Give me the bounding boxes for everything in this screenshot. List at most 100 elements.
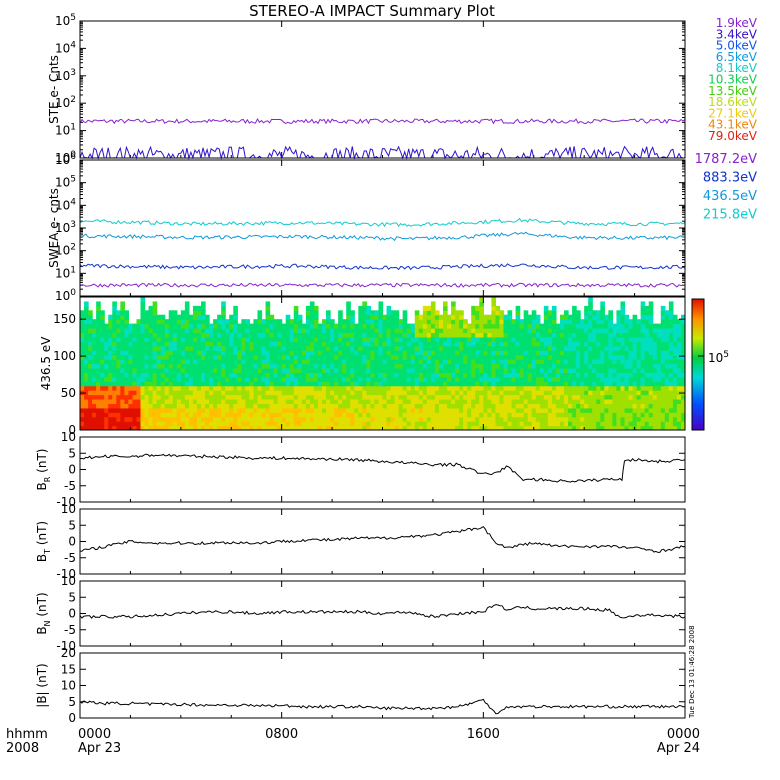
heatmap-cell xyxy=(370,319,376,325)
heatmap-cell xyxy=(475,372,480,378)
heatmap-cell xyxy=(253,367,259,373)
heatmap-cell xyxy=(491,332,497,338)
heatmap-cell xyxy=(551,425,557,430)
heatmap-cell xyxy=(265,323,271,329)
heatmap-cell xyxy=(398,345,404,351)
heatmap-cell xyxy=(322,323,327,329)
heatmap-cell xyxy=(426,359,432,365)
heatmap-cell xyxy=(624,314,630,320)
heatmap-cell xyxy=(495,310,501,316)
heatmap-cell xyxy=(543,394,549,400)
heatmap-cell xyxy=(273,425,279,430)
heatmap-cell xyxy=(366,425,371,430)
heatmap-cell xyxy=(668,390,674,396)
heatmap-cell xyxy=(192,323,198,329)
heatmap-cell xyxy=(249,398,255,404)
heatmap-cell xyxy=(483,336,488,342)
heatmap-cell xyxy=(564,310,569,316)
heatmap-cell xyxy=(346,425,351,430)
heatmap-cell xyxy=(237,336,242,342)
heatmap-cell xyxy=(426,398,432,404)
heatmap-cell xyxy=(104,376,109,382)
heatmap-cell xyxy=(168,359,174,365)
heatmap-cell xyxy=(334,341,339,347)
heatmap-cell xyxy=(172,359,178,365)
heatmap-cell xyxy=(398,394,404,400)
heatmap-cell xyxy=(422,425,428,430)
heatmap-cell xyxy=(479,421,484,427)
heatmap-cell xyxy=(192,363,198,369)
heatmap-cell xyxy=(414,394,420,400)
heatmap-cell xyxy=(366,305,371,311)
heatmap-cell xyxy=(265,398,271,404)
heatmap-cell xyxy=(660,341,666,347)
heatmap-cell xyxy=(120,385,125,391)
heatmap-cell xyxy=(313,381,319,387)
heatmap-cell xyxy=(559,336,565,342)
heatmap-cell xyxy=(201,381,206,387)
heatmap-cell xyxy=(225,345,230,351)
heatmap-cell xyxy=(576,403,581,409)
heatmap-cell xyxy=(572,385,577,391)
heatmap-cell xyxy=(624,363,630,369)
heatmap-cell xyxy=(580,332,585,338)
heatmap-cell xyxy=(551,332,557,338)
heatmap-cell xyxy=(96,421,101,427)
heatmap-cell xyxy=(253,336,259,342)
heatmap-cell xyxy=(124,421,129,427)
heatmap-cell xyxy=(184,398,190,404)
heatmap-cell xyxy=(608,421,613,427)
y-tick-label: 0 xyxy=(68,607,76,621)
heatmap-cell xyxy=(620,425,626,430)
heatmap-cell xyxy=(547,354,553,360)
heatmap-cell xyxy=(297,323,303,329)
heatmap-cell xyxy=(362,385,367,391)
heatmap-cell xyxy=(652,354,658,360)
heatmap-cell xyxy=(253,407,259,413)
heatmap-cell xyxy=(305,381,311,387)
heatmap-cell xyxy=(447,336,452,342)
heatmap-cell xyxy=(108,332,113,338)
heatmap-cell xyxy=(543,350,549,356)
heatmap-cell xyxy=(88,314,93,320)
heatmap-cell xyxy=(293,336,299,342)
heatmap-cell xyxy=(555,350,561,356)
heatmap-cell xyxy=(390,341,396,347)
heatmap-cell xyxy=(205,398,210,404)
heatmap-cell xyxy=(539,323,545,329)
heatmap-cell xyxy=(644,310,650,316)
heatmap-cell xyxy=(269,412,275,418)
heatmap-cell xyxy=(245,372,250,378)
heatmap-cell xyxy=(342,367,347,373)
heatmap-cell xyxy=(370,323,376,329)
heatmap-cell xyxy=(104,323,109,329)
heatmap-cell xyxy=(430,345,436,351)
heatmap-cell xyxy=(128,407,134,413)
heatmap-cell xyxy=(479,314,484,320)
legend-entry: 8.1keV xyxy=(716,61,758,75)
heatmap-cell xyxy=(483,390,488,396)
heatmap-cell xyxy=(523,403,529,409)
heatmap-cell xyxy=(648,354,654,360)
heatmap-cell xyxy=(386,390,392,396)
heatmap-cell xyxy=(342,323,347,329)
heatmap-cell xyxy=(616,359,622,365)
heatmap-cell xyxy=(322,341,327,347)
heatmap-cell xyxy=(438,323,444,329)
heatmap-cell xyxy=(152,314,158,320)
heatmap-cell xyxy=(451,372,456,378)
heatmap-cell xyxy=(229,394,234,400)
heatmap-cell xyxy=(338,363,343,369)
heatmap-cell xyxy=(289,363,295,369)
heatmap-cell xyxy=(92,416,97,422)
heatmap-cell xyxy=(418,381,424,387)
heatmap-cell xyxy=(568,345,573,351)
heatmap-cell xyxy=(608,425,613,430)
heatmap-cell xyxy=(213,359,218,365)
heatmap-cell xyxy=(467,416,472,422)
heatmap-cell xyxy=(80,412,85,418)
panel-frame xyxy=(79,296,686,431)
heatmap-cell xyxy=(196,363,202,369)
heatmap-cell xyxy=(584,372,589,378)
heatmap-cell xyxy=(612,345,618,351)
